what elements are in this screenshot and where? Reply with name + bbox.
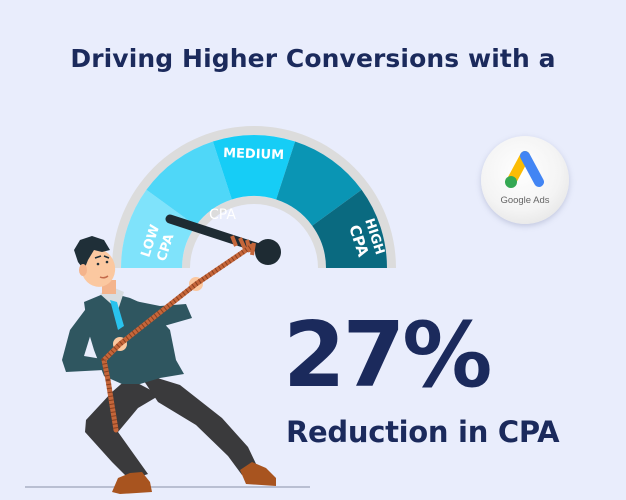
gauge-hub (255, 239, 281, 265)
gauge-segment-high (312, 189, 387, 268)
gauge-label-medium: MEDIUM (223, 146, 284, 163)
google-ads-label: Google Ads (500, 195, 550, 206)
gauge-center-label: CPA (209, 207, 236, 223)
gauge-inner-ring (182, 196, 326, 268)
page-title: Driving Higher Conversions with a (70, 44, 556, 73)
stat-label: Reduction in CPA (286, 415, 560, 449)
google-ads-badge: Google Ads (481, 136, 569, 224)
gauge-segment-medium-high (276, 141, 362, 226)
stat-value: 27% (283, 303, 492, 408)
google-ads-logo-icon (505, 151, 544, 188)
gauge-segment-medium (212, 134, 296, 200)
gauge-segment-low (121, 189, 196, 268)
businessman (62, 236, 276, 494)
gauge-segment-low-medium (146, 141, 232, 226)
cpa-gauge: LOW CPA MEDIUM HIGH CPA CPA (112, 126, 396, 268)
